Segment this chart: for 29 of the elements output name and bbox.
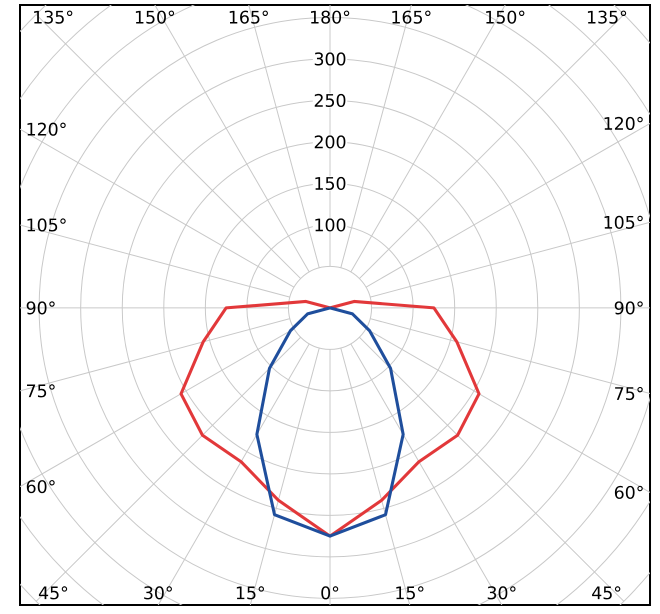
spoke-label: 165° bbox=[230, 10, 268, 24]
spoke-label: 30° bbox=[144, 586, 172, 600]
spoke-label: 75° bbox=[27, 384, 55, 398]
spoke-label: 165° bbox=[392, 10, 431, 24]
spoke-label: 15° bbox=[396, 586, 424, 600]
spoke-label: 120° bbox=[604, 116, 643, 130]
y-tick-label: 150 bbox=[315, 176, 346, 190]
spoke-label: 105° bbox=[604, 216, 643, 229]
spoke-label: 30° bbox=[488, 586, 516, 600]
y-tick-label: 100 bbox=[315, 218, 346, 232]
y-tick-label: 300 bbox=[314, 52, 346, 66]
spoke-label: 45° bbox=[38, 586, 68, 600]
y-tick-label: 200 bbox=[314, 135, 346, 148]
spoke-label: 0° bbox=[321, 586, 338, 600]
spoke-label: 120° bbox=[28, 122, 66, 136]
spoke-label: 90° bbox=[614, 301, 643, 314]
y-tick-label: 250 bbox=[314, 94, 346, 107]
spoke-label: 180° bbox=[311, 10, 350, 24]
spoke-label: 150° bbox=[486, 10, 524, 24]
spoke-label: 15° bbox=[236, 586, 264, 600]
spoke-label: 60° bbox=[614, 486, 643, 499]
spoke-label: 75° bbox=[615, 386, 643, 400]
spoke-label: 45° bbox=[592, 586, 620, 600]
spoke-label: 150° bbox=[136, 10, 174, 24]
spoke-label: 105° bbox=[28, 218, 66, 232]
spoke-label: 90° bbox=[26, 301, 55, 314]
spoke-label: 135° bbox=[34, 10, 72, 24]
spoke-label: 135° bbox=[588, 10, 626, 24]
spoke-label: 60° bbox=[26, 480, 55, 494]
